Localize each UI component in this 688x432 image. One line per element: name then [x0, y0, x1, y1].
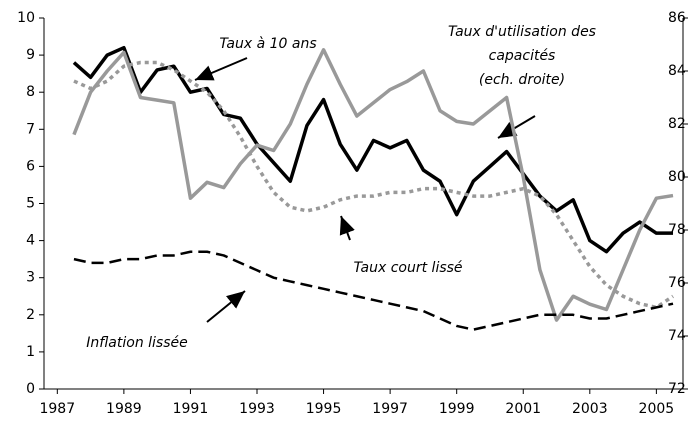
arrow [497, 115, 536, 139]
series-line [72, 45, 674, 254]
annotation: (ech. droite) [479, 72, 565, 88]
y2-tick-label: 86 [668, 10, 686, 26]
y-tick-label: 9 [26, 47, 35, 63]
series-line [73, 250, 674, 331]
y-tick-label: 2 [26, 307, 35, 323]
x-tick-label: 1997 [372, 401, 408, 417]
y-tick-label: 3 [26, 270, 35, 286]
y2-tick-label: 80 [668, 169, 686, 185]
x-tick-label: 2001 [505, 401, 541, 417]
x-tick-label: 2003 [572, 401, 608, 417]
annotation: Taux d'utilisation des [448, 24, 596, 40]
arrows [194, 57, 536, 323]
y-tick-label: 8 [26, 84, 35, 100]
x-tick-label: 1989 [106, 401, 142, 417]
arrow [339, 215, 355, 241]
annotation: Taux court lissé [353, 260, 462, 276]
x-tick-label: 1995 [306, 401, 342, 417]
y-tick-label: 6 [26, 158, 35, 174]
series-line [73, 60, 674, 310]
x-tick-label: 1987 [39, 401, 75, 417]
y-tick-label: 4 [26, 233, 35, 249]
y2-tick-label: 76 [668, 275, 686, 291]
x-tick-label: 1999 [439, 401, 475, 417]
x-tick-label: 1993 [239, 401, 275, 417]
y-tick-label: 7 [26, 121, 35, 137]
y2-tick-label: 74 [668, 328, 686, 344]
y2-tick-label: 72 [668, 381, 686, 397]
y-tick-label: 1 [26, 344, 35, 360]
arrow [194, 57, 248, 81]
y2-tick-label: 82 [668, 116, 686, 132]
arrow [206, 290, 246, 323]
y2-tick-label: 78 [668, 222, 686, 238]
y-tick-label: 10 [17, 10, 35, 26]
y-tick-label: 5 [26, 196, 35, 212]
series-line [72, 48, 674, 322]
annotation: Inflation lissée [86, 335, 188, 351]
annotation: capacités [489, 48, 556, 64]
y2-tick-label: 84 [668, 63, 686, 79]
annotation: Taux à 10 ans [219, 36, 316, 52]
y-tick-label: 0 [26, 381, 35, 397]
x-tick-label: 2005 [639, 401, 675, 417]
x-tick-label: 1991 [173, 401, 209, 417]
